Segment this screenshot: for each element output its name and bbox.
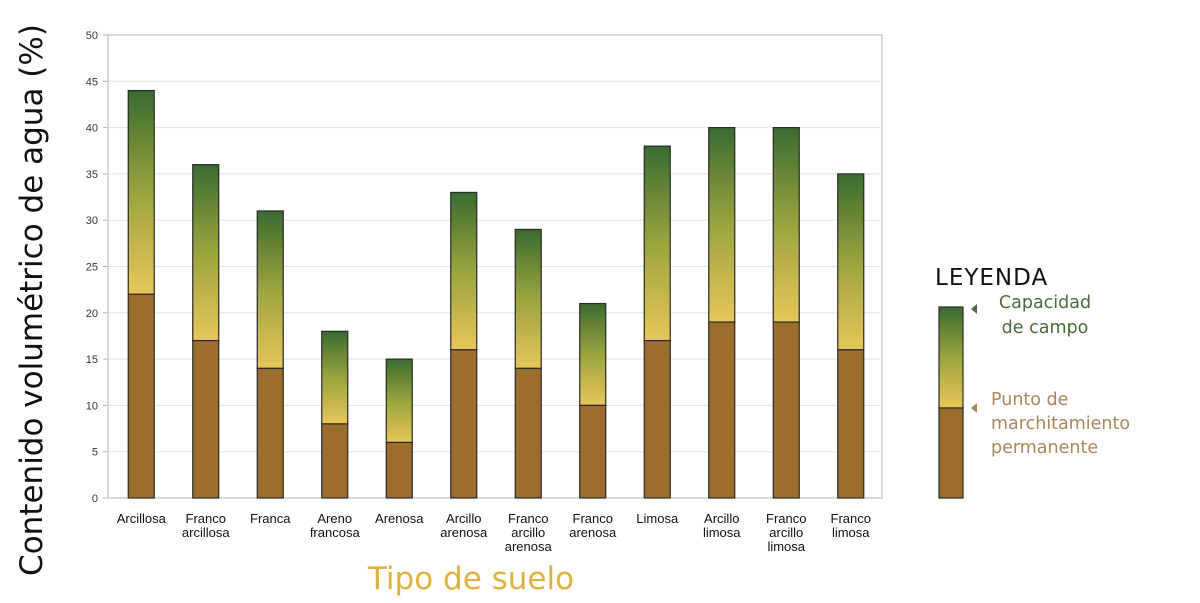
y-tick-label: 45 [86, 76, 98, 88]
x-category-label: Arcillo [704, 511, 739, 526]
legend-pointer-icon [971, 304, 977, 314]
x-category-label: Franco [508, 511, 548, 526]
x-category-label: arenosa [440, 525, 488, 540]
y-tick-label: 50 [86, 30, 98, 42]
y-tick-label: 25 [86, 262, 98, 274]
x-category-label: limosa [703, 525, 741, 540]
bar-field-capacity [256, 210, 284, 369]
x-category-label: francosa [310, 525, 361, 540]
legend-label-field-capacity: Capacidad [999, 293, 1091, 313]
bar-field-capacity [643, 145, 671, 342]
bar-wilting-point [514, 367, 542, 499]
x-category-label: Arcillo [446, 511, 481, 526]
x-category-label: Arcillosa [117, 511, 167, 526]
x-category-label: Franca [250, 511, 291, 526]
x-category-label: arcillo [769, 525, 803, 540]
bar-field-capacity [514, 228, 542, 369]
bar-field-capacity [385, 358, 413, 444]
x-category-label: Limosa [636, 511, 679, 526]
legend-pointer-icon [971, 403, 977, 413]
bar-wilting-point [837, 349, 865, 499]
y-tick-label: 0 [92, 493, 98, 505]
y-tick-label: 5 [92, 447, 98, 459]
bar-wilting-point [708, 321, 736, 499]
bar-wilting-point [256, 367, 284, 499]
x-category-label: Franco [831, 511, 871, 526]
legend-title: LEYENDA [935, 265, 1048, 291]
x-category-label: Arenosa [375, 511, 424, 526]
bar-wilting-point [127, 293, 155, 499]
legend-label-wilting-point: Punto de [991, 390, 1068, 410]
x-category-label: arenosa [569, 525, 617, 540]
y-tick-label: 10 [86, 400, 98, 412]
bar-wilting-point [643, 339, 671, 499]
bar-field-capacity [127, 89, 155, 295]
y-tick-label: 30 [86, 215, 98, 227]
x-category-label: arcillo [511, 525, 545, 540]
bar-field-capacity [192, 164, 220, 342]
bar-wilting-point [321, 423, 349, 499]
bar-wilting-point [772, 321, 800, 499]
x-category-label: arenosa [505, 539, 553, 554]
legend-swatch-field-capacity [938, 306, 964, 409]
y-axis-label: Contenido volumétrico de agua (%) [14, 24, 50, 576]
x-category-label: Franco [573, 511, 613, 526]
bar-wilting-point [579, 404, 607, 499]
x-category-label: Franco [186, 511, 226, 526]
bar-wilting-point [385, 441, 413, 499]
bar-field-capacity [708, 126, 736, 323]
y-tick-label: 15 [86, 354, 98, 366]
x-category-label: limosa [767, 539, 805, 554]
legend-label-wilting-point: permanente [991, 438, 1098, 458]
bar-field-capacity [579, 302, 607, 407]
x-axis-label: Tipo de suelo [367, 561, 574, 597]
bar-field-capacity [772, 126, 800, 323]
y-tick-label: 35 [86, 169, 98, 181]
x-category-label: Areno [317, 511, 352, 526]
y-tick-label: 20 [86, 308, 98, 320]
bar-wilting-point [192, 339, 220, 499]
legend-label-wilting-point: marchitamiento [991, 414, 1130, 434]
bar-field-capacity [321, 330, 349, 425]
legend-swatch-wilting-point [938, 407, 964, 499]
legend-label-field-capacity: de campo [1002, 318, 1089, 338]
x-category-label: limosa [832, 525, 870, 540]
x-category-label: Franco [766, 511, 806, 526]
x-category-label: arcillosa [182, 525, 230, 540]
bar-field-capacity [450, 191, 478, 351]
bar-wilting-point [450, 349, 478, 499]
y-tick-label: 40 [86, 123, 98, 135]
bar-field-capacity [837, 173, 865, 351]
